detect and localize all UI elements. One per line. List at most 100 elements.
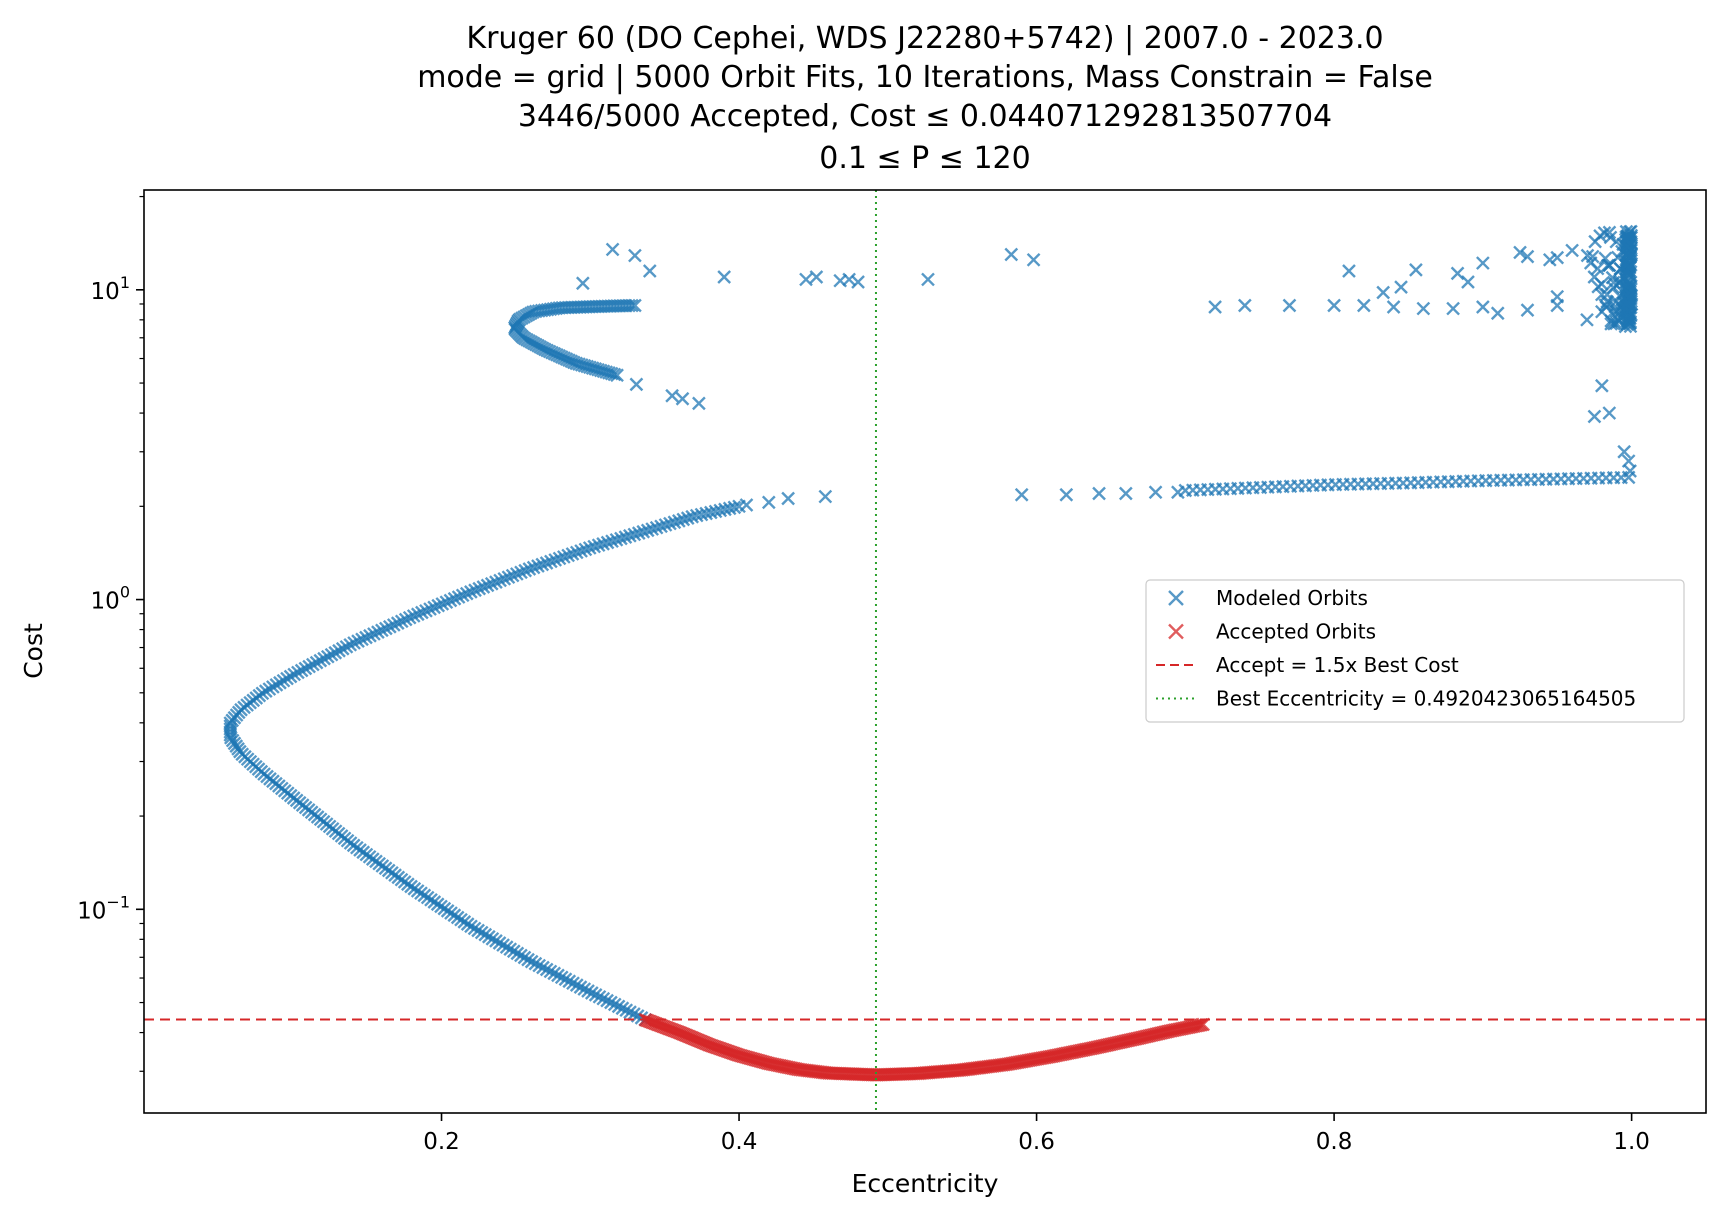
modeled-point (575, 276, 590, 291)
modeled-point (569, 545, 584, 560)
modeled-point (1591, 279, 1606, 294)
x-tick-label: 0.2 (423, 1129, 460, 1155)
modeled-point (1476, 300, 1490, 314)
modeled-point (1600, 258, 1615, 273)
modeled-point (665, 388, 679, 403)
modeled-point (1595, 378, 1609, 393)
y-tick-label: 10−1 (77, 892, 130, 924)
modeled-point (1602, 406, 1617, 420)
modeled-point (1446, 301, 1460, 316)
reference-lines (144, 190, 1706, 1113)
plot-frame (143, 189, 1707, 1114)
modeled-point (1282, 298, 1297, 313)
modeled-point (1587, 409, 1602, 424)
modeled-point (622, 298, 636, 313)
modeled-point (614, 531, 628, 546)
modeled-point (645, 522, 660, 536)
modeled-point (468, 583, 482, 598)
modeled-point (581, 984, 595, 998)
modeled-point (623, 1005, 637, 1019)
chart-title: Kruger 60 (DO Cephei, WDS J22280+5742) |… (417, 21, 1433, 176)
modeled-point (618, 530, 633, 544)
modeled-point (1606, 280, 1621, 295)
modeled-point (1585, 249, 1600, 264)
legend-label: Best Eccentricity = 0.4920423065164505 (1216, 687, 1636, 711)
modeled-point (1026, 252, 1041, 267)
modeled-point (528, 956, 543, 971)
modeled-point (427, 600, 441, 615)
modeled-point (493, 573, 507, 588)
modeled-point (522, 562, 537, 576)
legend-label: Accept = 1.5x Best Cost (1216, 653, 1459, 677)
y-axis-label: Cost (19, 623, 48, 679)
modeled-point (484, 576, 499, 591)
modeled-point (921, 272, 935, 287)
modeled-point (1604, 316, 1618, 331)
modeled-point (472, 581, 487, 596)
modeled-point (569, 978, 584, 992)
modeled-point (317, 651, 331, 666)
modeled-point (1014, 487, 1029, 502)
x-axis: 0.2 0.4 0.6 0.8 1.0 (423, 1113, 1650, 1155)
modeled-point (1623, 464, 1637, 478)
modeled-point (556, 550, 571, 564)
modeled-point (1594, 287, 1609, 302)
modeled-point (419, 603, 433, 618)
modeled-point (347, 636, 361, 650)
modeled-point (591, 538, 606, 553)
modeled-point (1059, 487, 1074, 502)
modeled-point (543, 964, 558, 979)
modeled-point (394, 614, 409, 629)
modeled-point (455, 588, 470, 603)
modeled-point (518, 563, 533, 578)
modeled-point (1461, 275, 1475, 289)
modeled-point (717, 270, 732, 284)
modeled-point (1619, 297, 1633, 311)
modeled-point (663, 516, 677, 531)
modeled-point (435, 597, 450, 611)
modeled-point (410, 607, 425, 622)
legend-label: Accepted Orbits (1216, 620, 1376, 644)
modeled-point (565, 547, 580, 561)
modeled-point (382, 619, 397, 634)
modeled-point (551, 968, 565, 983)
legend: Modeled Orbits Accepted Orbits Accept = 1.… (1145, 579, 1685, 723)
modeled-point (615, 1001, 630, 1016)
legend-marker-x (1168, 623, 1184, 640)
modeled-point (386, 618, 401, 632)
modeled-point (459, 586, 474, 601)
modeled-point (1520, 249, 1535, 264)
legend-item-accept_line: Accept = 1.5x Best Cost (1156, 653, 1459, 677)
modeled-point (1327, 298, 1341, 313)
modeled-point (640, 523, 655, 538)
modeled-point (654, 519, 668, 534)
modeled-point (658, 518, 673, 532)
modeled-point (1386, 300, 1401, 314)
modeled-point (532, 958, 547, 973)
modeled-point (309, 655, 324, 670)
modeled-point (415, 605, 429, 620)
modeled-point (1608, 299, 1623, 314)
modeled-point (306, 657, 320, 672)
modeled-point (1603, 230, 1618, 245)
modeled-point (1476, 256, 1490, 270)
modeled-point (367, 627, 381, 641)
modeled-point (531, 559, 545, 573)
modeled-point (526, 560, 541, 575)
modeled-point (1520, 303, 1535, 317)
legend-item-best_line: Best Eccentricity = 0.4920423065164505 (1156, 687, 1636, 711)
legend-item-modeled: Modeled Orbits (1168, 586, 1368, 610)
modeled-point (489, 575, 503, 589)
modeled-point (628, 248, 642, 263)
modeled-point (1237, 298, 1252, 313)
modeled-point (1620, 228, 1635, 243)
modeled-point (1118, 486, 1133, 501)
modeled-point (328, 645, 343, 660)
modeled-point (600, 993, 614, 1008)
modeled-point (799, 272, 813, 287)
modeled-point (536, 960, 550, 975)
modeled-point (607, 997, 622, 1012)
modeled-point (809, 270, 824, 284)
modeled-point (313, 653, 328, 668)
modeled-point (1409, 262, 1423, 277)
